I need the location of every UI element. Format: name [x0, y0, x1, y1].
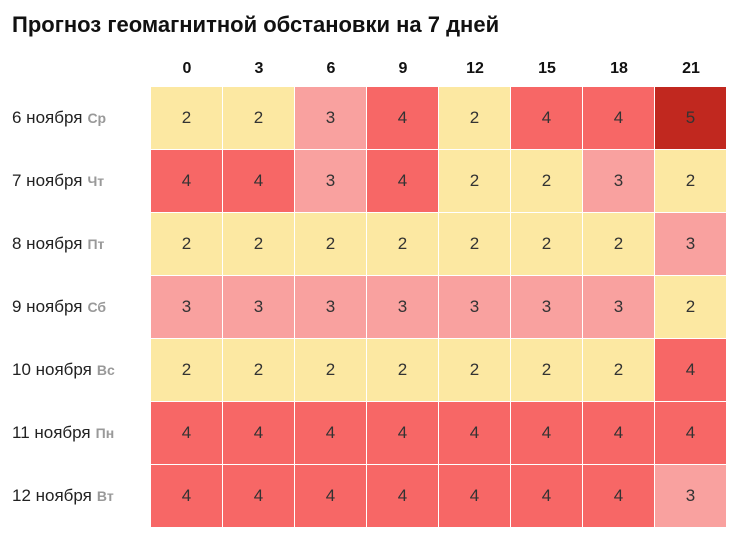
row-label: 8 ноября Пт — [12, 213, 104, 275]
cell: 2 — [223, 213, 294, 275]
cell: 4 — [583, 465, 654, 527]
cell: 4 — [439, 402, 510, 464]
row-label: 9 ноября Сб — [12, 276, 106, 338]
cell: 5 — [655, 87, 726, 149]
cell: 2 — [655, 150, 726, 212]
cell: 3 — [583, 276, 654, 338]
cell: 2 — [511, 213, 582, 275]
cell: 3 — [151, 276, 222, 338]
cell: 4 — [511, 87, 582, 149]
weekday: Сб — [87, 299, 107, 315]
cell: 3 — [223, 276, 294, 338]
cell: 3 — [655, 465, 726, 527]
cell: 2 — [223, 87, 294, 149]
cell: 2 — [439, 87, 510, 149]
cell: 4 — [223, 150, 294, 212]
cell: 2 — [151, 87, 222, 149]
cell: 4 — [295, 402, 366, 464]
weekday: Вт — [96, 488, 114, 504]
cell: 4 — [367, 150, 438, 212]
title: Прогноз геомагнитной обстановки на 7 дне… — [12, 12, 500, 37]
row-label: 6 ноября Ср — [12, 87, 106, 149]
cell: 4 — [151, 465, 222, 527]
cell: 3 — [439, 276, 510, 338]
cell: 4 — [295, 465, 366, 527]
column-header: 21 — [682, 60, 700, 77]
cell: 2 — [439, 339, 510, 401]
cell: 2 — [439, 150, 510, 212]
column-header: 3 — [254, 60, 264, 77]
cell: 3 — [511, 276, 582, 338]
date: 6 ноября — [12, 108, 83, 127]
row-label: 12 ноября Вт — [12, 465, 114, 527]
cell: 4 — [151, 402, 222, 464]
column-header: 9 — [398, 60, 408, 77]
cell: 4 — [655, 402, 726, 464]
cell: 4 — [367, 402, 438, 464]
date: 11 ноября — [12, 423, 91, 442]
cell: 3 — [295, 150, 366, 212]
cell: 2 — [295, 213, 366, 275]
cell: 2 — [367, 213, 438, 275]
cell: 2 — [439, 213, 510, 275]
weekday: Пт — [87, 236, 105, 252]
cell: 2 — [295, 339, 366, 401]
weekday: Пн — [95, 425, 115, 441]
column-header: 6 — [326, 60, 336, 77]
date: 12 ноября — [12, 486, 92, 505]
date: 7 ноября — [12, 171, 83, 190]
weekday: Вс — [96, 362, 115, 378]
cell: 3 — [295, 276, 366, 338]
cell: 2 — [511, 339, 582, 401]
cell: 3 — [295, 87, 366, 149]
cell: 4 — [511, 402, 582, 464]
cell: 2 — [151, 339, 222, 401]
row-label: 10 ноября Вс — [12, 339, 115, 401]
cell: 4 — [367, 87, 438, 149]
row-label: 11 ноября Пн — [12, 402, 114, 464]
date: 9 ноября — [12, 297, 83, 316]
column-header: 15 — [538, 60, 556, 77]
cell: 4 — [583, 402, 654, 464]
cell: 4 — [223, 402, 294, 464]
cell: 2 — [511, 150, 582, 212]
row-label: 7 ноября Чт — [12, 150, 104, 212]
date: 8 ноября — [12, 234, 83, 253]
column-header: 12 — [466, 60, 484, 77]
cell: 4 — [367, 465, 438, 527]
cell: 4 — [223, 465, 294, 527]
date: 10 ноября — [12, 360, 92, 379]
cell: 2 — [583, 339, 654, 401]
cell: 2 — [151, 213, 222, 275]
column-header: 18 — [610, 60, 628, 77]
cell: 3 — [367, 276, 438, 338]
cell: 4 — [655, 339, 726, 401]
cell: 4 — [151, 150, 222, 212]
cell: 2 — [367, 339, 438, 401]
cell: 4 — [583, 87, 654, 149]
cell: 4 — [439, 465, 510, 527]
cell: 3 — [583, 150, 654, 212]
weekday: Ср — [87, 110, 107, 126]
cell: 3 — [655, 213, 726, 275]
cell: 2 — [655, 276, 726, 338]
column-header: 0 — [182, 60, 192, 77]
cell: 2 — [583, 213, 654, 275]
cell: 4 — [511, 465, 582, 527]
cell: 2 — [223, 339, 294, 401]
weekday: Чт — [87, 173, 105, 189]
